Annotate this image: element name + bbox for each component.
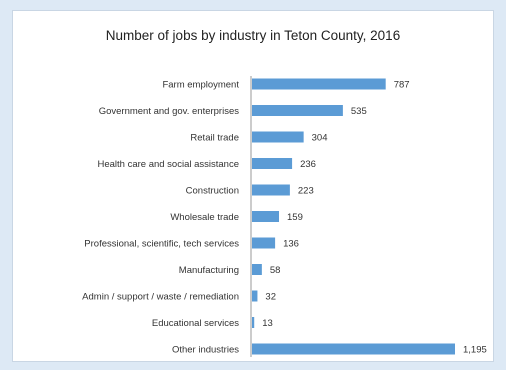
data-label: 787 xyxy=(394,80,410,91)
category-label: Other industries xyxy=(172,345,239,356)
data-label: 58 xyxy=(270,265,281,276)
category-label: Construction xyxy=(186,186,239,197)
bar xyxy=(252,131,304,143)
category-label: Farm employment xyxy=(162,80,239,91)
category-label: Health care and social assistance xyxy=(97,159,239,170)
category-label: Manufacturing xyxy=(179,265,239,276)
bar xyxy=(252,290,258,302)
data-label: 535 xyxy=(351,106,367,117)
data-label: 223 xyxy=(298,186,314,197)
bar xyxy=(252,158,293,169)
category-label: Retail trade xyxy=(190,133,239,144)
category-label: Wholesale trade xyxy=(170,212,239,223)
bar xyxy=(252,78,386,90)
bar xyxy=(252,264,262,275)
bar xyxy=(252,105,343,116)
data-label: 136 xyxy=(283,239,299,250)
bar xyxy=(252,317,255,328)
data-label: 236 xyxy=(300,159,316,170)
data-label: 32 xyxy=(265,292,276,303)
category-label: Professional, scientific, tech services xyxy=(84,239,239,250)
category-label: Admin / support / waste / remediation xyxy=(82,292,239,303)
bar xyxy=(252,343,455,355)
data-label: 304 xyxy=(312,133,328,144)
data-label: 13 xyxy=(262,318,273,329)
chart-title: Number of jobs by industry in Teton Coun… xyxy=(105,28,401,43)
category-label: Government and gov. enterprises xyxy=(99,106,240,117)
bar xyxy=(252,211,280,222)
bar xyxy=(252,184,290,196)
category-label: Educational services xyxy=(152,318,239,329)
data-label: 1,195 xyxy=(463,345,487,356)
data-label: 159 xyxy=(287,212,303,223)
bar xyxy=(252,237,276,249)
